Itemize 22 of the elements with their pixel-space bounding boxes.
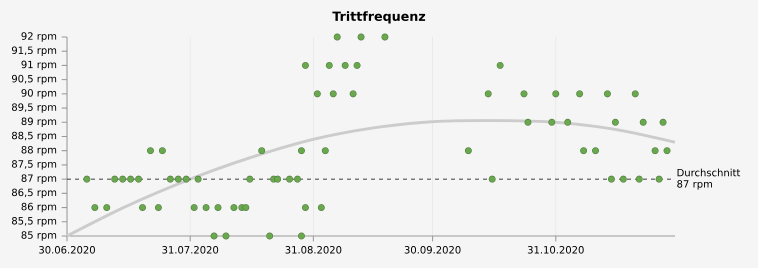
- y-tick-label: 89,5 rpm: [12, 103, 56, 113]
- y-tick-label: 89 rpm: [22, 118, 56, 128]
- y-tick-label: 91 rpm: [22, 60, 56, 70]
- y-tick-label: 91,5 rpm: [12, 46, 56, 56]
- x-tick-label: 31.07.2020: [162, 246, 218, 254]
- y-tick-label: 90,5 rpm: [12, 74, 56, 84]
- ref-line-label: Durchschnitt 87 rpm: [677, 168, 740, 190]
- x-tick-label: 30.06.2020: [39, 246, 95, 254]
- y-tick-label: 88,5 rpm: [12, 132, 56, 142]
- x-tick-label: 30.09.2020: [404, 246, 461, 254]
- y-tick-label: 85,5 rpm: [12, 217, 56, 227]
- y-tick-label: 88 rpm: [22, 146, 56, 156]
- y-tick-label: 87,5 rpm: [12, 160, 56, 170]
- y-tick-label: 86,5 rpm: [12, 188, 56, 198]
- y-tick-label: 92 rpm: [22, 32, 56, 42]
- y-tick-label: 87 rpm: [22, 174, 56, 184]
- chart-title: Trittfrequenz: [332, 11, 426, 24]
- y-tick-label: 85 rpm: [22, 231, 56, 241]
- x-tick-label: 31.10.2020: [528, 246, 584, 254]
- y-tick-label: 90 rpm: [22, 89, 56, 99]
- x-tick-label: 31.08.2020: [286, 246, 342, 254]
- y-tick-label: 86 rpm: [22, 202, 56, 212]
